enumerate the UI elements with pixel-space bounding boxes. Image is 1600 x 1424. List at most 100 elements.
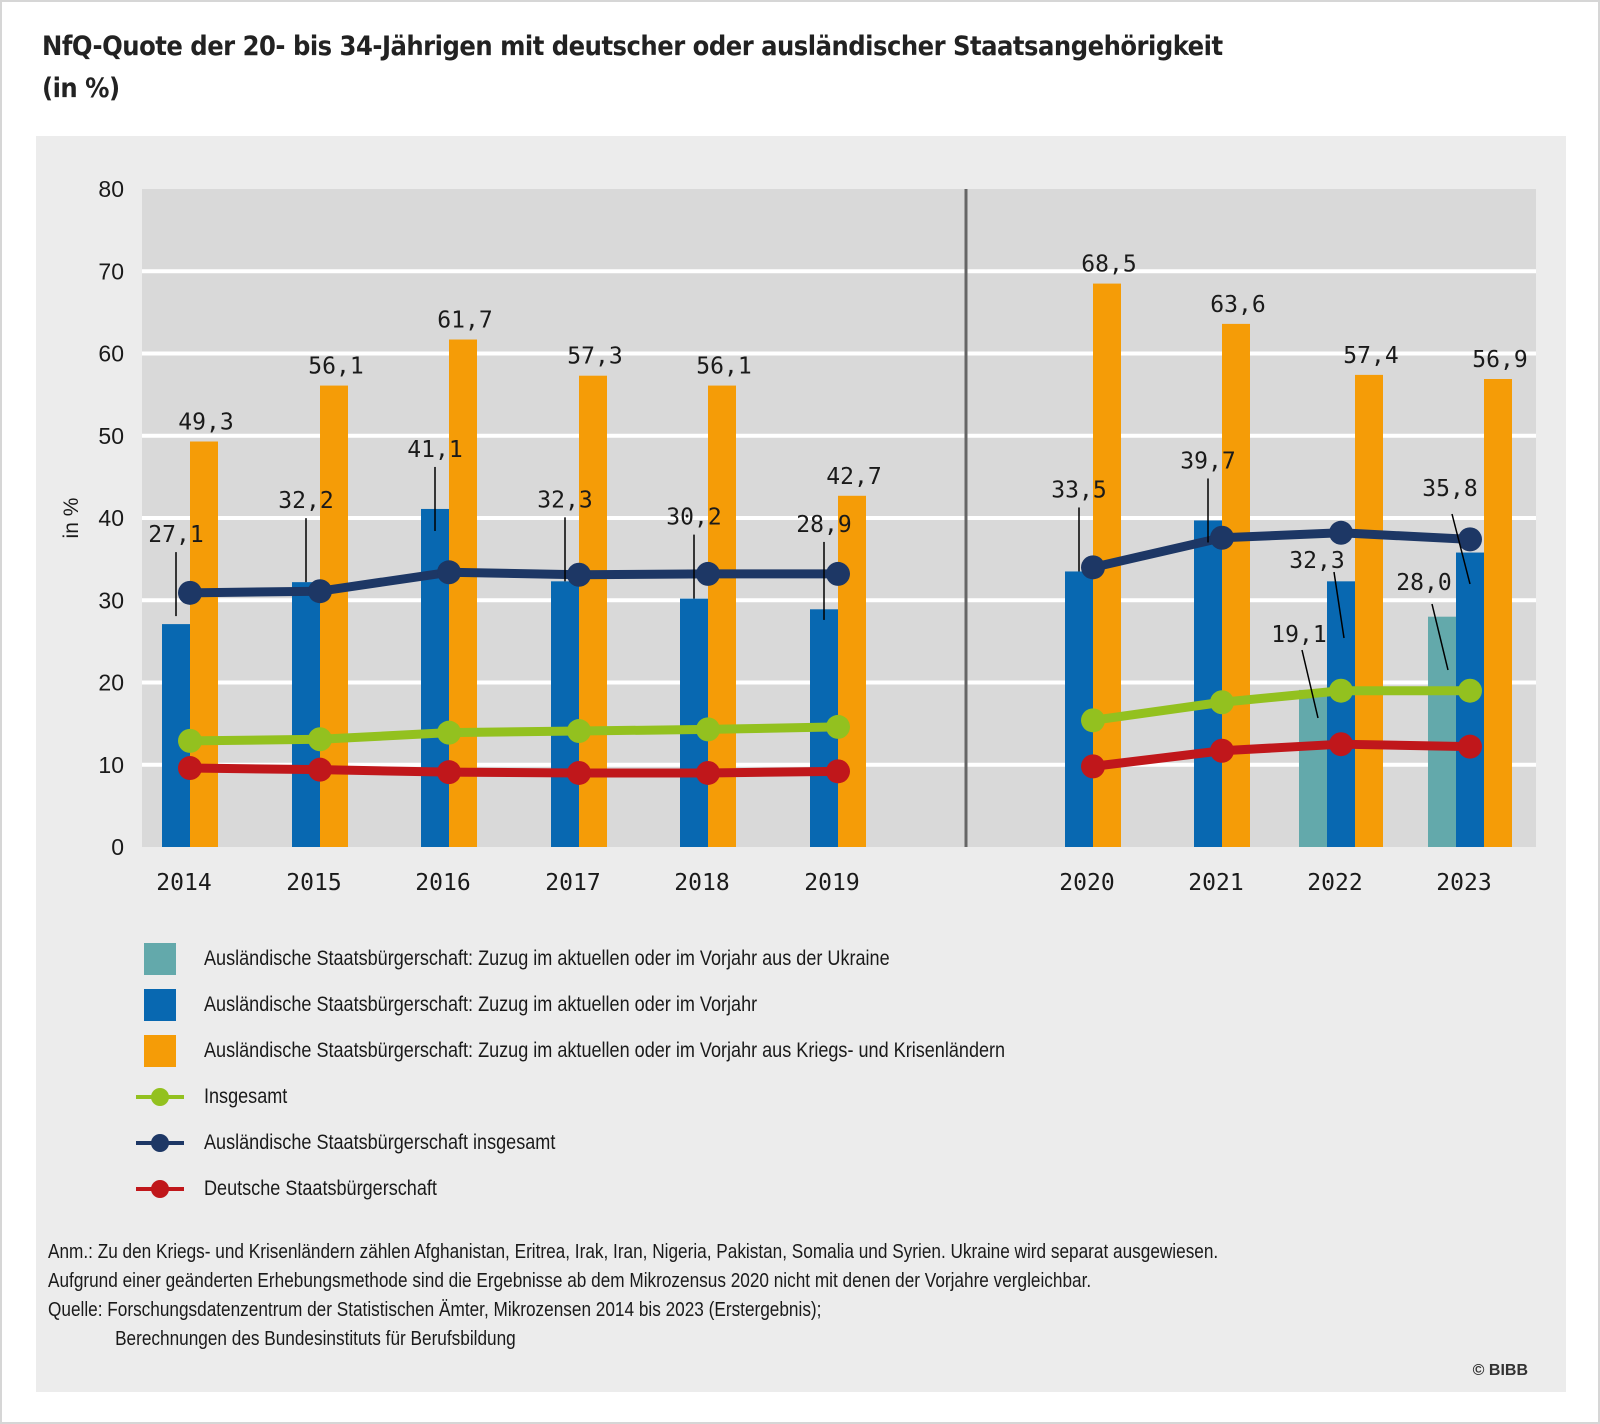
marker-auslaendisch-2014: [178, 580, 202, 605]
marker-deutsch-2022: [1329, 732, 1353, 757]
marker-deutsch-2016: [437, 760, 461, 785]
legend-marker-auslaendisch: [151, 1134, 169, 1152]
marker-insgesamt-2020: [1081, 708, 1105, 733]
data-label-krisen-2023: 56,9: [1472, 347, 1527, 373]
line-deutsch: [1092, 739, 1471, 771]
bar-zuzug-2022: [1327, 581, 1355, 847]
notes: Anm.: Zu den Kriegs- und Krisenländern z…: [48, 1238, 1548, 1354]
marker-deutsch-2019: [826, 759, 850, 784]
data-label-zuzug-2022: 32,3: [1289, 548, 1344, 574]
marker-deutsch-2017: [567, 760, 591, 785]
note-anm-1: Anm.: Zu den Kriegs- und Krisenländern z…: [48, 1241, 1219, 1263]
x-tick-label: 2021: [1188, 870, 1243, 896]
line-deutsch: [189, 763, 839, 778]
data-label-zuzug-2019: 28,9: [796, 512, 851, 538]
marker-auslaendisch-2022: [1329, 520, 1353, 545]
x-tick-label: 2019: [804, 870, 859, 896]
x-tick-label: 2015: [286, 870, 341, 896]
data-label-zuzug-2017: 32,3: [537, 487, 592, 513]
marker-deutsch-2015: [308, 757, 332, 782]
marker-auslaendisch-2023: [1458, 527, 1482, 552]
y-tick-label: 60: [98, 341, 124, 367]
data-label-krisen-2017: 57,3: [567, 344, 622, 370]
legend-item: Ausländische Staatsbürgerschaft insgesam…: [130, 1120, 1330, 1166]
legend-swatch-krisen: [144, 1035, 176, 1067]
marker-insgesamt-2014: [178, 728, 202, 753]
bar-ukraine-2022: [1299, 689, 1327, 847]
bar-krisen-2021: [1222, 323, 1250, 847]
chart-title-line1: NfQ-Quote der 20- bis 34-Jährigen mit de…: [42, 31, 1223, 62]
data-label-krisen-2020: 68,5: [1081, 252, 1136, 278]
line-insgesamt: [1092, 686, 1470, 725]
data-label-zuzug-2023: 35,8: [1422, 476, 1477, 502]
line-auslaendisch: [189, 567, 838, 598]
marker-deutsch-2021: [1210, 738, 1234, 763]
legend-item: Deutsche Staatsbürgerschaft: [130, 1166, 1330, 1212]
y-tick-label: 30: [98, 587, 124, 613]
bar-zuzug-2020: [1065, 571, 1093, 847]
legend-swatch-ukraine: [144, 943, 176, 975]
marker-auslaendisch-2019: [826, 561, 850, 586]
bar-zuzug-2016: [421, 508, 449, 847]
marker-auslaendisch-2020: [1081, 555, 1105, 580]
legend-label: Ausländische Staatsbürgerschaft: Zuzug i…: [204, 1039, 1006, 1062]
marker-insgesamt-2023: [1458, 678, 1482, 703]
data-label-krisen-2019: 42,7: [826, 464, 881, 490]
legend-item: Ausländische Staatsbürgerschaft: Zuzug i…: [130, 1028, 1330, 1074]
chart-title-line2: (in %): [42, 73, 120, 104]
marker-auslaendisch-2017: [567, 562, 591, 587]
x-tick-label: 2022: [1307, 870, 1362, 896]
legend-item: Ausländische Staatsbürgerschaft: Zuzug i…: [130, 982, 1330, 1028]
marker-insgesamt-2018: [696, 717, 720, 742]
marker-auslaendisch-2015: [308, 579, 332, 604]
bar-ukraine-2023: [1428, 616, 1456, 847]
bar-krisen-2019: [838, 495, 866, 847]
chart-svg: 0 10 20 30 40 50 60 70 80 in % 49,3 2014 56,1 2015 61,…: [60, 176, 1536, 896]
bar-zuzug-2017: [551, 581, 579, 847]
data-label-krisen-2022: 57,4: [1343, 343, 1398, 369]
marker-deutsch-2018: [696, 760, 720, 785]
line-insgesamt: [189, 722, 839, 746]
marker-insgesamt-2016: [437, 720, 461, 745]
marker-auslaendisch-2021: [1210, 525, 1234, 550]
bar-zuzug-2015: [292, 582, 320, 847]
data-label-ukraine-2023: 28,0: [1396, 570, 1451, 596]
marker-insgesamt-2015: [308, 727, 332, 752]
data-label-zuzug-2018: 30,2: [666, 505, 721, 531]
data-label-zuzug-2020: 33,5: [1051, 477, 1106, 503]
marker-deutsch-2014: [178, 756, 202, 781]
legend-label: Ausländische Staatsbürgerschaft: Zuzug i…: [204, 993, 758, 1016]
data-label-krisen-2021: 63,6: [1210, 292, 1265, 318]
marker-insgesamt-2017: [567, 719, 591, 744]
marker-insgesamt-2022: [1329, 678, 1353, 703]
leader-line-ukraine-2022: [1301, 649, 1319, 719]
y-tick-label: 80: [98, 176, 124, 202]
note-anm-2: Aufgrund einer geänderten Erhebungsmetho…: [48, 1270, 1092, 1292]
line-auslaendisch: [1091, 528, 1471, 572]
legend-item: Ausländische Staatsbürgerschaft: Zuzug i…: [130, 936, 1330, 982]
y-tick-label: 10: [98, 752, 124, 778]
legend-swatch-zuzug: [144, 989, 176, 1021]
leader-line-zuzug-2022: [1333, 571, 1345, 639]
leader-line-zuzug-2023: [1451, 513, 1471, 585]
note-quelle-1: Quelle: Forschungsdatenzentrum der Stati…: [48, 1299, 822, 1321]
marker-deutsch-2023: [1458, 734, 1482, 759]
y-tick-label: 20: [98, 670, 124, 696]
chart-title: NfQ-Quote der 20- bis 34-Jährigen mit de…: [42, 26, 1442, 110]
legend-label: Insgesamt: [204, 1085, 288, 1108]
y-tick-label: 70: [98, 258, 124, 284]
copyright: © BIBB: [1472, 1362, 1528, 1379]
note-quelle-2: Berechnungen des Bundesinstituts für Ber…: [115, 1328, 516, 1350]
data-label-zuzug-2015: 32,2: [278, 488, 333, 514]
data-label-krisen-2016: 61,7: [437, 308, 492, 334]
y-tick-label: 40: [98, 505, 124, 531]
marker-deutsch-2020: [1081, 754, 1105, 779]
x-tick-label: 2016: [415, 870, 470, 896]
x-tick-label: 2023: [1436, 870, 1491, 896]
data-label-zuzug-2014: 27,1: [148, 522, 203, 548]
bar-krisen-2014: [190, 441, 218, 847]
data-label-krisen-2015: 56,1: [308, 354, 363, 380]
y-axis-label: in %: [60, 498, 83, 539]
legend: Ausländische Staatsbürgerschaft: Zuzug i…: [130, 936, 1330, 1212]
x-tick-label: 2017: [545, 870, 600, 896]
